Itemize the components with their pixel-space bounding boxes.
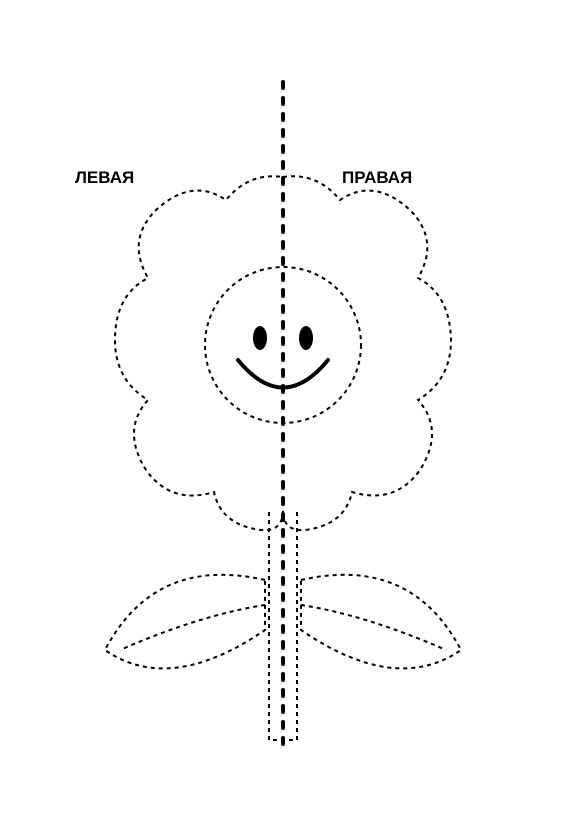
flower-leaf-left	[105, 575, 265, 669]
flower-eye-left	[253, 326, 267, 350]
flower-diagram	[0, 0, 567, 822]
flower-leaf-right	[301, 575, 461, 669]
flower-eye-right	[299, 326, 313, 350]
